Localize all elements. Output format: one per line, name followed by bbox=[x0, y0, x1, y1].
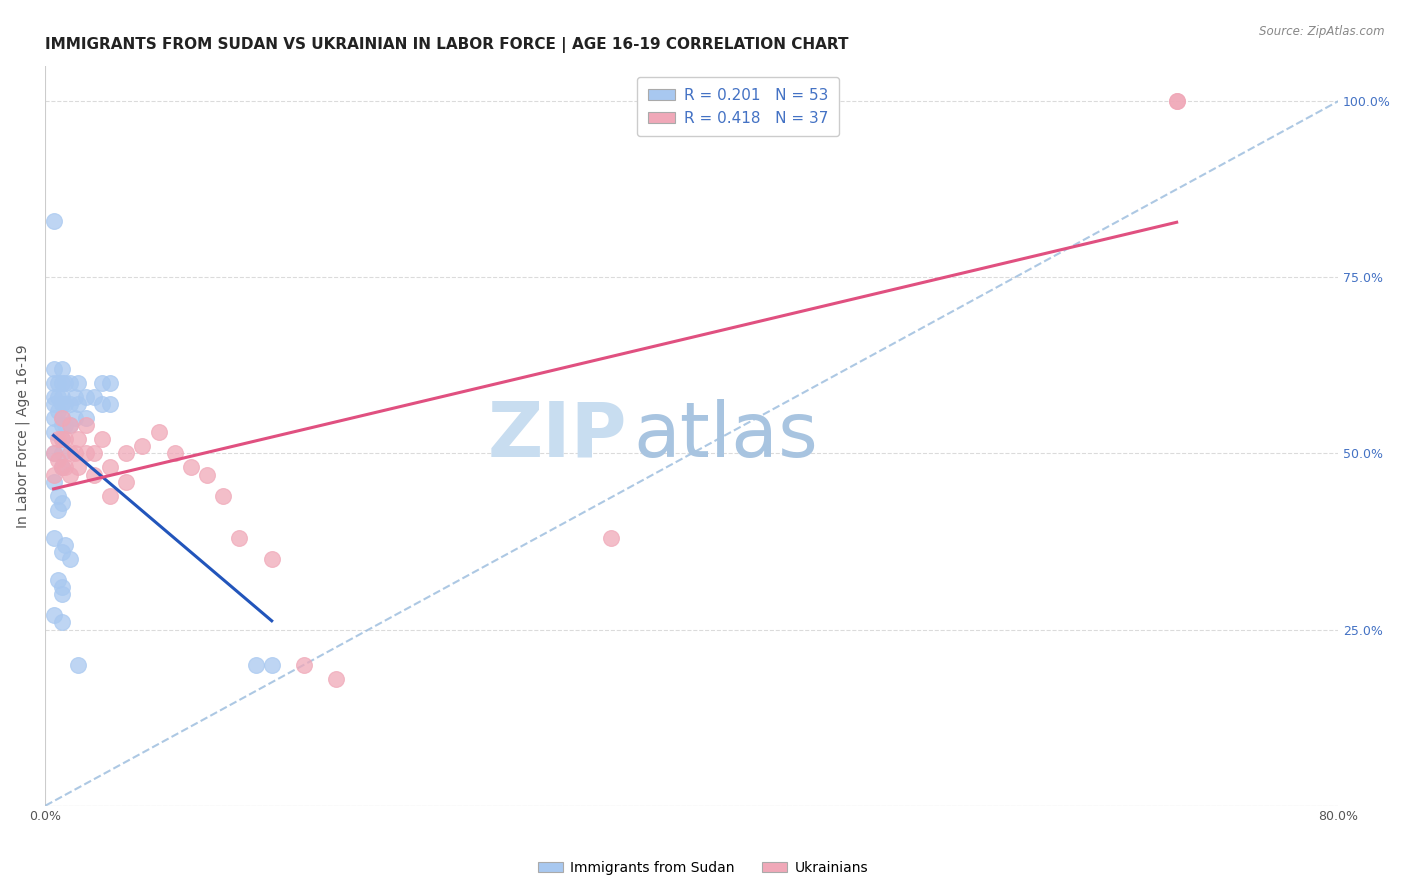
Point bbox=[115, 446, 138, 460]
Point bbox=[59, 552, 82, 566]
Point bbox=[53, 460, 76, 475]
Point bbox=[51, 460, 73, 475]
Point bbox=[51, 446, 73, 460]
Y-axis label: In Labor Force | Age 16-19: In Labor Force | Age 16-19 bbox=[15, 344, 30, 527]
Point bbox=[63, 411, 86, 425]
Point bbox=[59, 446, 82, 460]
Point bbox=[66, 376, 89, 390]
Point bbox=[51, 496, 73, 510]
Point bbox=[42, 214, 65, 228]
Text: atlas: atlas bbox=[634, 399, 818, 473]
Point bbox=[59, 376, 82, 390]
Point bbox=[245, 657, 267, 672]
Point bbox=[91, 376, 114, 390]
Text: IMMIGRANTS FROM SUDAN VS UKRAINIAN IN LABOR FORCE | AGE 16-19 CORRELATION CHART: IMMIGRANTS FROM SUDAN VS UKRAINIAN IN LA… bbox=[45, 37, 849, 54]
Point bbox=[53, 433, 76, 447]
Point bbox=[98, 489, 121, 503]
Text: Source: ZipAtlas.com: Source: ZipAtlas.com bbox=[1260, 25, 1385, 38]
Point bbox=[51, 615, 73, 630]
Point bbox=[51, 460, 73, 475]
Point bbox=[51, 411, 73, 425]
Point bbox=[51, 411, 73, 425]
Point bbox=[42, 397, 65, 411]
Point bbox=[75, 418, 97, 433]
Point bbox=[48, 502, 70, 516]
Point bbox=[51, 433, 73, 447]
Point bbox=[48, 404, 70, 418]
Point bbox=[51, 376, 73, 390]
Point bbox=[53, 376, 76, 390]
Point bbox=[42, 362, 65, 376]
Legend: Immigrants from Sudan, Ukrainians: Immigrants from Sudan, Ukrainians bbox=[533, 855, 873, 880]
Point bbox=[75, 390, 97, 404]
Point bbox=[42, 531, 65, 545]
Point bbox=[325, 672, 347, 686]
Point bbox=[48, 489, 70, 503]
Point bbox=[83, 467, 105, 482]
Point bbox=[51, 418, 73, 433]
Point bbox=[51, 433, 73, 447]
Point bbox=[42, 390, 65, 404]
Point bbox=[98, 397, 121, 411]
Point bbox=[260, 552, 283, 566]
Point bbox=[1166, 94, 1188, 108]
Point bbox=[98, 376, 121, 390]
Point bbox=[53, 538, 76, 552]
Point bbox=[212, 489, 235, 503]
Point bbox=[53, 397, 76, 411]
Legend: R = 0.201   N = 53, R = 0.418   N = 37: R = 0.201 N = 53, R = 0.418 N = 37 bbox=[637, 78, 839, 136]
Point bbox=[48, 433, 70, 447]
Point bbox=[42, 446, 65, 460]
Point bbox=[51, 545, 73, 559]
Point bbox=[66, 433, 89, 447]
Point bbox=[59, 467, 82, 482]
Point bbox=[42, 411, 65, 425]
Point bbox=[42, 475, 65, 489]
Point bbox=[66, 657, 89, 672]
Point bbox=[66, 460, 89, 475]
Point bbox=[91, 397, 114, 411]
Point bbox=[98, 460, 121, 475]
Point bbox=[63, 446, 86, 460]
Point bbox=[131, 439, 153, 453]
Point bbox=[59, 418, 82, 433]
Point bbox=[53, 418, 76, 433]
Point bbox=[42, 608, 65, 623]
Point bbox=[59, 418, 82, 433]
Point bbox=[228, 531, 250, 545]
Point bbox=[48, 453, 70, 467]
Point bbox=[260, 657, 283, 672]
Point bbox=[600, 531, 623, 545]
Point bbox=[63, 390, 86, 404]
Point bbox=[115, 475, 138, 489]
Point bbox=[48, 573, 70, 587]
Point bbox=[51, 390, 73, 404]
Point bbox=[75, 446, 97, 460]
Point bbox=[1166, 94, 1188, 108]
Point bbox=[42, 446, 65, 460]
Point bbox=[195, 467, 218, 482]
Point bbox=[75, 411, 97, 425]
Point bbox=[51, 362, 73, 376]
Point bbox=[48, 390, 70, 404]
Text: ZIP: ZIP bbox=[488, 399, 627, 473]
Point bbox=[163, 446, 186, 460]
Point bbox=[91, 433, 114, 447]
Point bbox=[180, 460, 202, 475]
Point bbox=[66, 397, 89, 411]
Point bbox=[148, 425, 170, 440]
Point bbox=[48, 376, 70, 390]
Point bbox=[83, 390, 105, 404]
Point bbox=[42, 376, 65, 390]
Point bbox=[42, 467, 65, 482]
Point bbox=[51, 587, 73, 601]
Point bbox=[51, 397, 73, 411]
Point bbox=[42, 425, 65, 440]
Point bbox=[59, 397, 82, 411]
Point bbox=[292, 657, 315, 672]
Point bbox=[83, 446, 105, 460]
Point bbox=[51, 580, 73, 594]
